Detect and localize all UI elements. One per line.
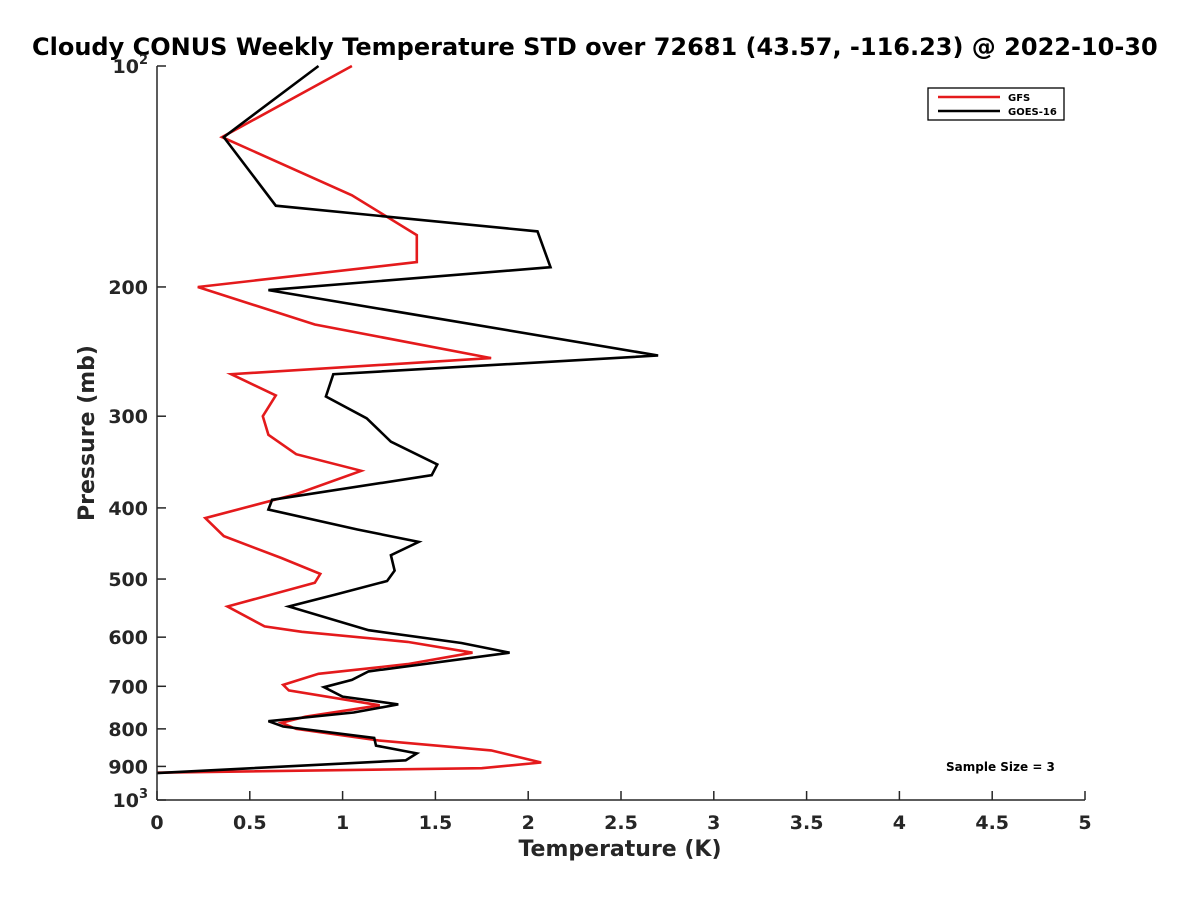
legend-label-gfs: GFS	[1008, 93, 1030, 104]
x-axis-label: Temperature (K)	[518, 837, 721, 862]
series-line-goes16	[156, 64, 659, 775]
chart-title: Cloudy CONUS Weekly Temperature STD over…	[32, 33, 1158, 61]
legend-label-goes16: GOES-16	[1008, 107, 1057, 118]
y-tick-label: 103	[113, 787, 149, 812]
y-tick-label: 200	[108, 277, 148, 299]
x-tick-label: 4	[893, 812, 906, 834]
y-tick-label: 400	[108, 498, 148, 520]
y-tick-label: 300	[108, 406, 148, 428]
x-tick-label: 2	[522, 812, 535, 834]
x-tick-label: 1	[336, 812, 349, 834]
x-tick-label: 3.5	[790, 812, 824, 834]
y-tick-label: 800	[108, 719, 148, 741]
legend: GFS GOES-16	[927, 87, 1065, 121]
y-ticks: 102 200 300 400 500 600 700 800 900 103	[108, 53, 166, 812]
legend-box	[927, 87, 1065, 121]
x-tick-label: 2.5	[604, 812, 638, 834]
y-tick-label: 700	[108, 676, 148, 698]
y-tick-label: 500	[108, 569, 148, 591]
x-tick-label: 1.5	[419, 812, 453, 834]
plot-area: 0 0.5 1 1.5 2 2.5 3 3.5 4 4.5 5 102 200 300 400 500 600…	[108, 53, 1091, 834]
y-tick-label: 102	[113, 53, 149, 78]
y-tick-label: 900	[108, 756, 148, 778]
x-tick-label: 4.5	[975, 812, 1009, 834]
x-ticks: 0 0.5 1 1.5 2 2.5 3 3.5 4 4.5 5	[150, 791, 1092, 834]
x-tick-label: 0.5	[233, 812, 267, 834]
x-tick-label: 5	[1078, 812, 1091, 834]
y-tick-label: 600	[108, 627, 148, 649]
series-layer	[156, 64, 659, 775]
sample-size-annotation: Sample Size = 3	[946, 760, 1055, 774]
x-tick-label: 3	[707, 812, 720, 834]
x-tick-label: 0	[150, 812, 163, 834]
y-axis-label: Pressure (mb)	[75, 345, 100, 521]
